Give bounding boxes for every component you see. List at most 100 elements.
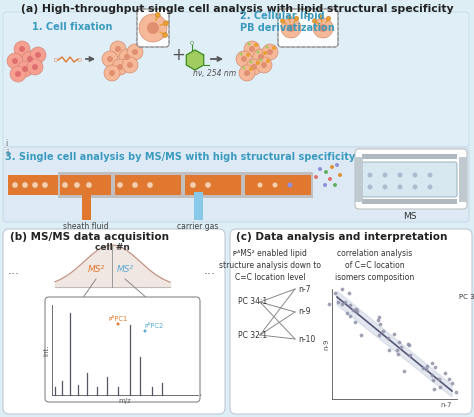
- Circle shape: [117, 182, 123, 188]
- Text: PC 34:1: PC 34:1: [238, 297, 267, 306]
- Bar: [362, 154, 457, 159]
- Circle shape: [319, 24, 327, 32]
- Polygon shape: [337, 291, 452, 397]
- Point: [375, 314, 383, 321]
- Circle shape: [398, 184, 402, 189]
- Circle shape: [273, 183, 277, 188]
- Text: 3. Single cell analysis by MS/MS with high structural specificity: 3. Single cell analysis by MS/MS with hi…: [5, 152, 355, 162]
- Circle shape: [256, 50, 259, 53]
- FancyBboxPatch shape: [3, 12, 469, 147]
- Circle shape: [246, 53, 250, 57]
- Circle shape: [236, 51, 252, 67]
- Text: O: O: [78, 58, 82, 63]
- Bar: [185, 175, 241, 195]
- Circle shape: [330, 165, 334, 169]
- Point: [352, 306, 359, 312]
- Point: [385, 347, 392, 353]
- Circle shape: [30, 47, 46, 63]
- Circle shape: [294, 16, 299, 21]
- Bar: [194, 192, 203, 220]
- Circle shape: [22, 66, 28, 72]
- Point: [398, 344, 405, 350]
- Point: [326, 301, 333, 308]
- Circle shape: [32, 182, 38, 188]
- Point: [345, 290, 353, 296]
- Point: [428, 372, 435, 379]
- Point: [422, 366, 429, 372]
- Text: ...: ...: [204, 264, 216, 276]
- Text: 2. Cellular lipid
PB derivatization: 2. Cellular lipid PB derivatization: [240, 11, 335, 33]
- Point: [393, 346, 401, 353]
- Circle shape: [104, 65, 120, 81]
- Circle shape: [205, 182, 211, 188]
- Circle shape: [117, 64, 123, 70]
- Point: [351, 319, 358, 326]
- Point: [344, 309, 351, 316]
- Circle shape: [288, 183, 292, 188]
- Circle shape: [244, 70, 250, 76]
- Circle shape: [19, 46, 25, 52]
- Point: [354, 308, 361, 314]
- Text: MS²: MS²: [117, 264, 134, 274]
- Circle shape: [12, 182, 18, 188]
- Text: sheath fluid: sheath fluid: [63, 222, 109, 231]
- Circle shape: [398, 173, 402, 178]
- Circle shape: [239, 53, 243, 55]
- Circle shape: [326, 16, 331, 21]
- Circle shape: [12, 58, 18, 64]
- Point: [435, 375, 443, 382]
- Circle shape: [239, 65, 255, 81]
- Circle shape: [32, 64, 38, 70]
- Point: [430, 386, 438, 392]
- Point: [453, 388, 460, 395]
- Circle shape: [147, 182, 153, 188]
- Point: [341, 298, 348, 305]
- Text: i: i: [5, 139, 7, 148]
- FancyBboxPatch shape: [45, 297, 200, 402]
- Text: cell #n: cell #n: [94, 243, 129, 252]
- Point: [448, 380, 456, 387]
- Bar: [8, 175, 58, 195]
- Circle shape: [253, 49, 269, 65]
- Circle shape: [14, 41, 30, 57]
- Point: [357, 332, 365, 338]
- Point: [384, 335, 392, 342]
- Circle shape: [256, 57, 272, 73]
- Point: [376, 321, 384, 327]
- Circle shape: [251, 64, 257, 70]
- Circle shape: [256, 61, 260, 65]
- Circle shape: [249, 60, 253, 63]
- Circle shape: [412, 173, 418, 178]
- Point: [374, 317, 382, 324]
- Circle shape: [338, 173, 342, 177]
- Point: [436, 384, 444, 391]
- Point: [338, 300, 346, 307]
- Circle shape: [102, 51, 118, 67]
- Circle shape: [257, 183, 263, 188]
- Circle shape: [164, 21, 169, 26]
- Circle shape: [35, 52, 41, 58]
- Text: +: +: [171, 46, 185, 64]
- Bar: [58, 172, 113, 198]
- Circle shape: [367, 184, 373, 189]
- Bar: [113, 172, 183, 198]
- Circle shape: [254, 43, 258, 47]
- FancyBboxPatch shape: [355, 149, 467, 209]
- Text: PC 32:1: PC 32:1: [238, 331, 267, 339]
- Text: Int.: Int.: [43, 344, 49, 356]
- Text: correlation analysis
of C=C location
isomers composition: correlation analysis of C=C location iso…: [336, 249, 415, 281]
- Circle shape: [122, 57, 138, 73]
- Bar: [459, 157, 467, 202]
- Text: ᴘᴬMS² enabled lipid
structure analysis down to
C=C location level: ᴘᴬMS² enabled lipid structure analysis d…: [219, 249, 321, 281]
- Circle shape: [272, 46, 276, 50]
- Text: O: O: [54, 58, 58, 63]
- Circle shape: [313, 18, 333, 38]
- Circle shape: [15, 71, 21, 77]
- Circle shape: [147, 22, 159, 34]
- Polygon shape: [186, 50, 204, 70]
- Circle shape: [22, 51, 38, 67]
- Circle shape: [324, 170, 328, 174]
- Circle shape: [383, 184, 388, 189]
- Text: m/z: m/z: [118, 398, 131, 404]
- Text: n-9: n-9: [323, 338, 329, 350]
